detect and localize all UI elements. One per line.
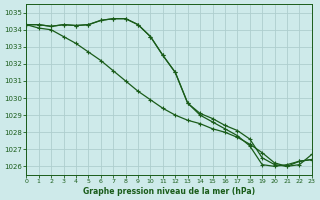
X-axis label: Graphe pression niveau de la mer (hPa): Graphe pression niveau de la mer (hPa) bbox=[83, 187, 255, 196]
